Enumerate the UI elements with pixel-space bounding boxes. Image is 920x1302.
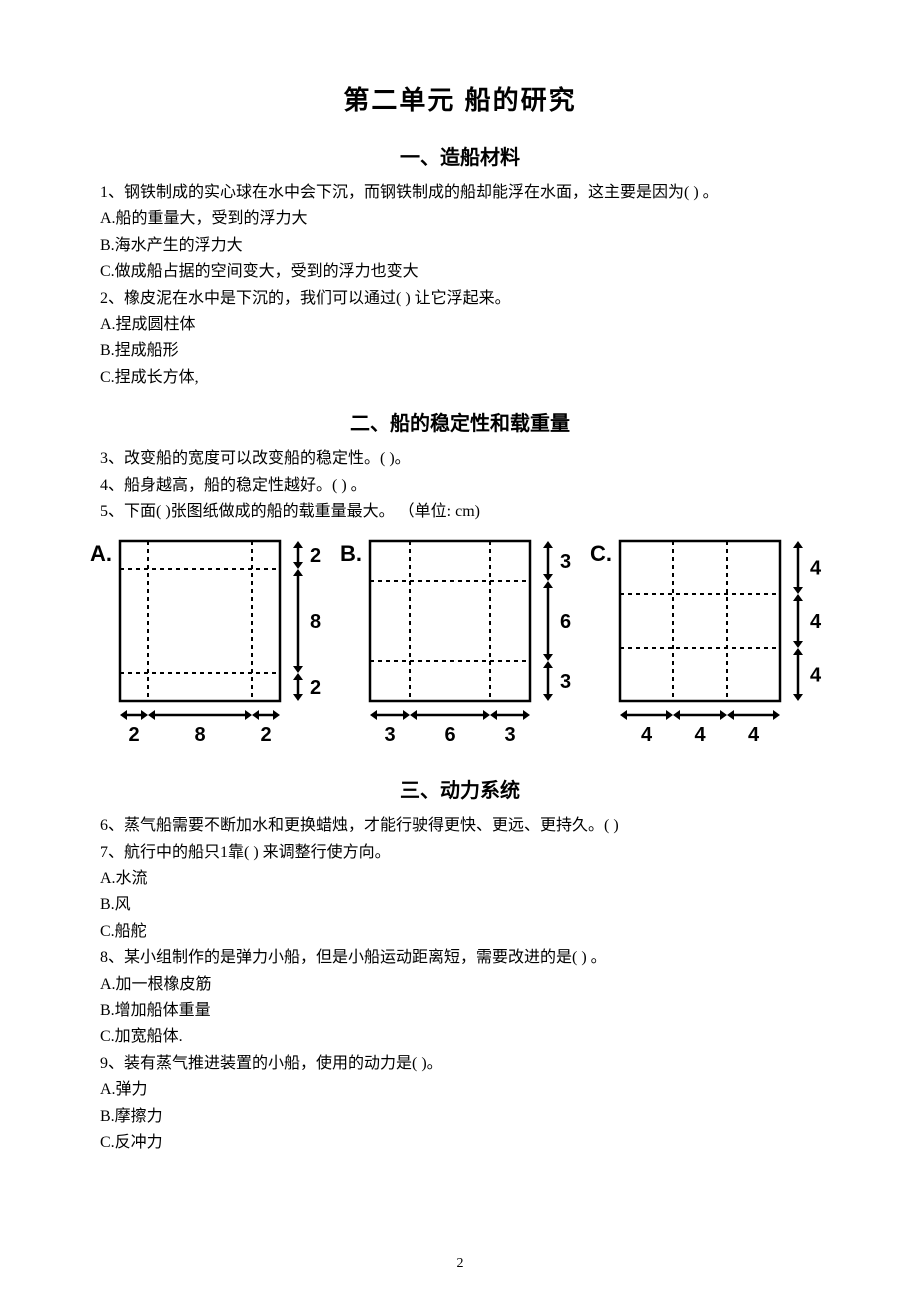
svg-text:C.: C. xyxy=(590,541,612,566)
q3: 3、改变船的宽度可以改变船的稳定性。( )。 xyxy=(100,446,820,472)
svg-text:4: 4 xyxy=(810,665,822,687)
section-2-heading: 二、船的稳定性和载重量 xyxy=(100,407,820,436)
page-title: 第二单元 船的研究 xyxy=(100,80,820,117)
fold-diagram: C. 4 4 4 4 4 4 xyxy=(590,535,840,751)
svg-text:2: 2 xyxy=(310,677,321,699)
svg-text:6: 6 xyxy=(444,724,455,746)
q8-opt-c: C.加宽船体. xyxy=(100,1024,820,1050)
diagram-b: B. 3 6 3 3 6 3 xyxy=(340,535,590,756)
svg-text:4: 4 xyxy=(641,724,653,746)
q1-opt-c: C.做成船占据的空间变大，受到的浮力也变大 xyxy=(100,259,820,285)
svg-text:2: 2 xyxy=(128,724,139,746)
q8: 8、某小组制作的是弹力小船，但是小船运动距离短，需要改进的是( ) 。 xyxy=(100,945,820,971)
svg-text:B.: B. xyxy=(340,541,362,566)
svg-text:2: 2 xyxy=(260,724,271,746)
q7-opt-c: C.船舵 xyxy=(100,919,820,945)
q8-opt-a: A.加一根橡皮筋 xyxy=(100,972,820,998)
q9: 9、装有蒸气推进装置的小船，使用的动力是( )。 xyxy=(100,1051,820,1077)
fold-diagram: A. 2 8 2 2 8 2 xyxy=(90,535,340,751)
q2-opt-c: C.捏成长方体, xyxy=(100,365,820,391)
q2-opt-b: B.捏成船形 xyxy=(100,338,820,364)
section-1-heading: 一、造船材料 xyxy=(100,141,820,170)
svg-text:A.: A. xyxy=(90,541,112,566)
q7-opt-b: B.风 xyxy=(100,892,820,918)
q5: 5、下面( )张图纸做成的船的载重量最大。 （单位: cm) xyxy=(100,499,820,525)
q1-opt-b: B.海水产生的浮力大 xyxy=(100,233,820,259)
q9-opt-b: B.摩擦力 xyxy=(100,1104,820,1130)
q9-opt-c: C.反冲力 xyxy=(100,1130,820,1156)
q7-opt-a: A.水流 xyxy=(100,866,820,892)
q1-opt-a: A.船的重量大，受到的浮力大 xyxy=(100,206,820,232)
svg-text:6: 6 xyxy=(560,611,571,633)
diagram-c: C. 4 4 4 4 4 4 xyxy=(590,535,840,756)
q8-opt-b: B.增加船体重量 xyxy=(100,998,820,1024)
diagram-a: A. 2 8 2 2 8 2 xyxy=(90,535,340,756)
page-number: 2 xyxy=(0,1256,920,1272)
worksheet-page: 第二单元 船的研究 一、造船材料 1、钢铁制成的实心球在水中会下沉，而钢铁制成的… xyxy=(0,0,920,1302)
svg-text:2: 2 xyxy=(310,545,321,567)
fold-diagram: B. 3 6 3 3 6 3 xyxy=(340,535,590,751)
section-3-heading: 三、动力系统 xyxy=(100,774,820,803)
q7: 7、航行中的船只1靠( ) 来调整行使方向。 xyxy=(100,840,820,866)
q1: 1、钢铁制成的实心球在水中会下沉，而钢铁制成的船却能浮在水面，这主要是因为( )… xyxy=(100,180,820,206)
q2-opt-a: A.捏成圆柱体 xyxy=(100,312,820,338)
q2: 2、橡皮泥在水中是下沉的，我们可以通过( ) 让它浮起来。 xyxy=(100,286,820,312)
svg-text:3: 3 xyxy=(560,551,571,573)
svg-text:4: 4 xyxy=(810,611,822,633)
q9-opt-a: A.弹力 xyxy=(100,1077,820,1103)
svg-text:4: 4 xyxy=(694,724,706,746)
svg-text:8: 8 xyxy=(194,724,205,746)
svg-text:3: 3 xyxy=(504,724,515,746)
svg-text:4: 4 xyxy=(810,558,822,580)
q4: 4、船身越高，船的稳定性越好。( ) 。 xyxy=(100,473,820,499)
svg-text:8: 8 xyxy=(310,611,321,633)
svg-text:3: 3 xyxy=(384,724,395,746)
svg-text:3: 3 xyxy=(560,671,571,693)
diagram-row: A. 2 8 2 2 8 2 B. 3 6 3 xyxy=(90,535,820,756)
svg-text:4: 4 xyxy=(748,724,760,746)
q6: 6、蒸气船需要不断加水和更换蜡烛，才能行驶得更快、更远、更持久。( ) xyxy=(100,813,820,839)
